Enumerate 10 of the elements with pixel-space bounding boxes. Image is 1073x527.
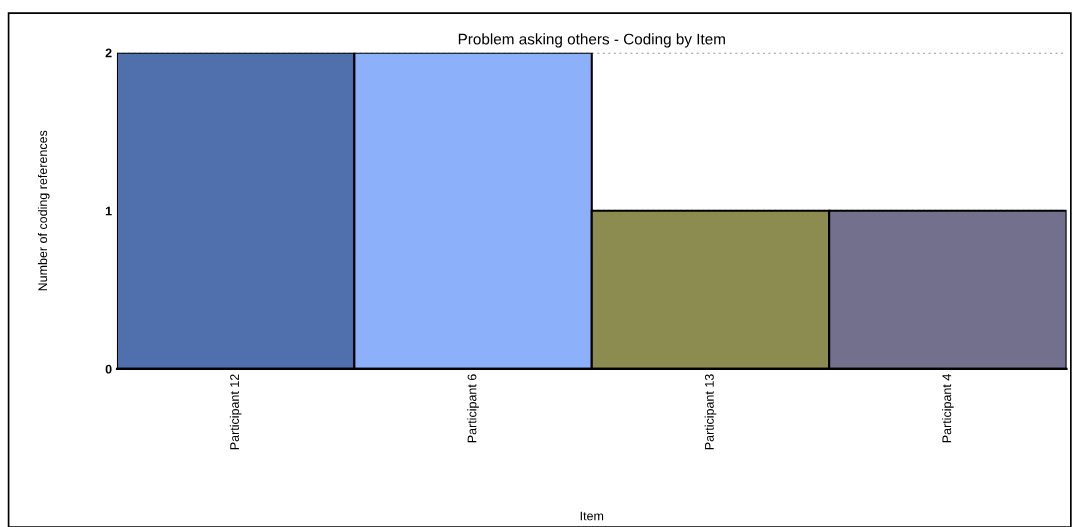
- y-tick-label: 0: [105, 364, 112, 374]
- x-tick-label: Participant 12: [229, 374, 242, 450]
- chart-title: Problem asking others - Coding by Item: [458, 33, 725, 48]
- x-tick-label: Participant 13: [704, 374, 717, 450]
- y-axis-title: Number of coding references: [37, 130, 50, 291]
- y-tick-label: 1: [105, 206, 112, 216]
- x-tick-label: Participant 4: [942, 374, 954, 443]
- y-tick-label: 2: [105, 48, 112, 58]
- x-axis-title: Item: [580, 511, 604, 521]
- x-tick-label: Participant 6: [467, 374, 479, 443]
